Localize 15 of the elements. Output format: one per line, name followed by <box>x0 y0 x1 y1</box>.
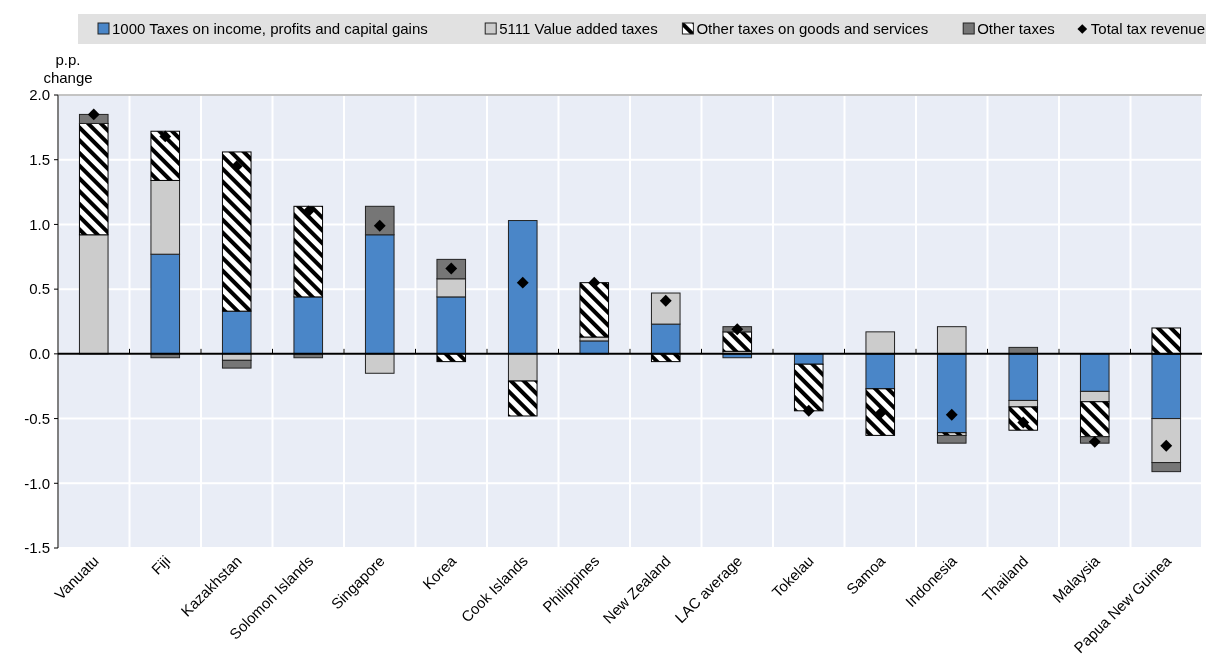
y-axis-title: p.p. change <box>43 51 93 86</box>
y-tick-label: -1.5 <box>24 539 50 557</box>
y-tick-label: 0.5 <box>29 280 50 298</box>
x-tick-label: Fiji <box>147 552 174 578</box>
y-tick-label: -0.5 <box>24 409 50 427</box>
legend-label: Other taxes <box>977 20 1055 38</box>
y-tick-label: -1.0 <box>24 474 50 492</box>
y-tick-label: 1.5 <box>29 150 50 168</box>
y-tick-label: 0.0 <box>29 345 50 363</box>
y-tick-label: 1.0 <box>29 215 50 233</box>
legend-label: Total tax revenue <box>1090 20 1206 38</box>
y-tick-label: 2.0 <box>29 86 50 104</box>
legend-label: 1000 Taxes on income, profits and capital gains <box>112 20 428 38</box>
legend-label: Other taxes on goods and services <box>696 20 929 38</box>
legend-label: 5111 Value added taxes <box>499 20 658 38</box>
